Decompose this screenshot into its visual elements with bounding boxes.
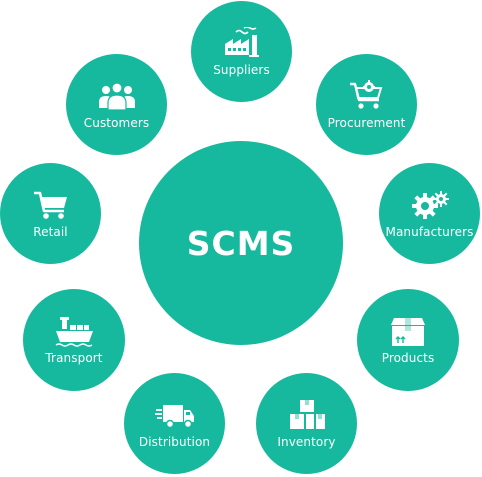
node-procurement: Procurement	[316, 54, 417, 155]
node-label: Products	[381, 351, 435, 365]
factory-icon	[224, 26, 259, 57]
ship-icon	[55, 317, 93, 347]
node-label: Transport	[45, 351, 103, 365]
gears-icon	[411, 190, 449, 219]
cart-gear-icon	[349, 79, 382, 109]
node-products: Products	[357, 289, 459, 391]
node-label: Manufacturers	[385, 224, 474, 239]
node-label: Distribution	[138, 434, 211, 449]
box-icon	[391, 318, 425, 346]
node-manufacturers: Manufacturers	[379, 163, 480, 264]
node-label: Inventory	[277, 434, 336, 449]
cart-icon	[33, 191, 67, 219]
truck-icon	[154, 404, 194, 428]
node-retail: Retail	[0, 163, 101, 264]
node-inventory: Inventory	[256, 373, 357, 474]
people-icon	[98, 81, 135, 111]
boxes-icon	[289, 399, 325, 429]
node-label: Customers	[83, 115, 150, 130]
node-distribution: Distribution	[124, 373, 225, 474]
hub-title: SCMS	[186, 223, 296, 263]
node-customers: Customers	[66, 54, 167, 155]
node-label: Procurement	[327, 115, 406, 130]
hub-circle: SCMS	[139, 141, 343, 345]
node-transport: Transport	[23, 289, 125, 391]
node-label: Retail	[33, 224, 68, 239]
node-suppliers: Suppliers	[191, 1, 292, 102]
node-label: Suppliers	[213, 62, 270, 77]
